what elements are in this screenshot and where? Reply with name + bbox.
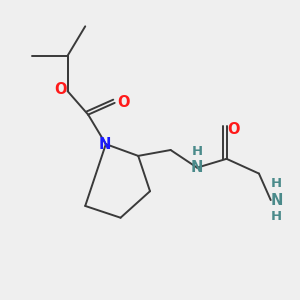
Text: O: O [117, 95, 130, 110]
Text: H: H [191, 145, 203, 158]
Text: O: O [228, 122, 240, 137]
Text: N: N [191, 160, 203, 175]
Text: O: O [54, 82, 66, 97]
Text: N: N [98, 136, 110, 152]
Text: H: H [271, 210, 282, 223]
Text: N: N [270, 193, 283, 208]
Text: H: H [271, 177, 282, 190]
